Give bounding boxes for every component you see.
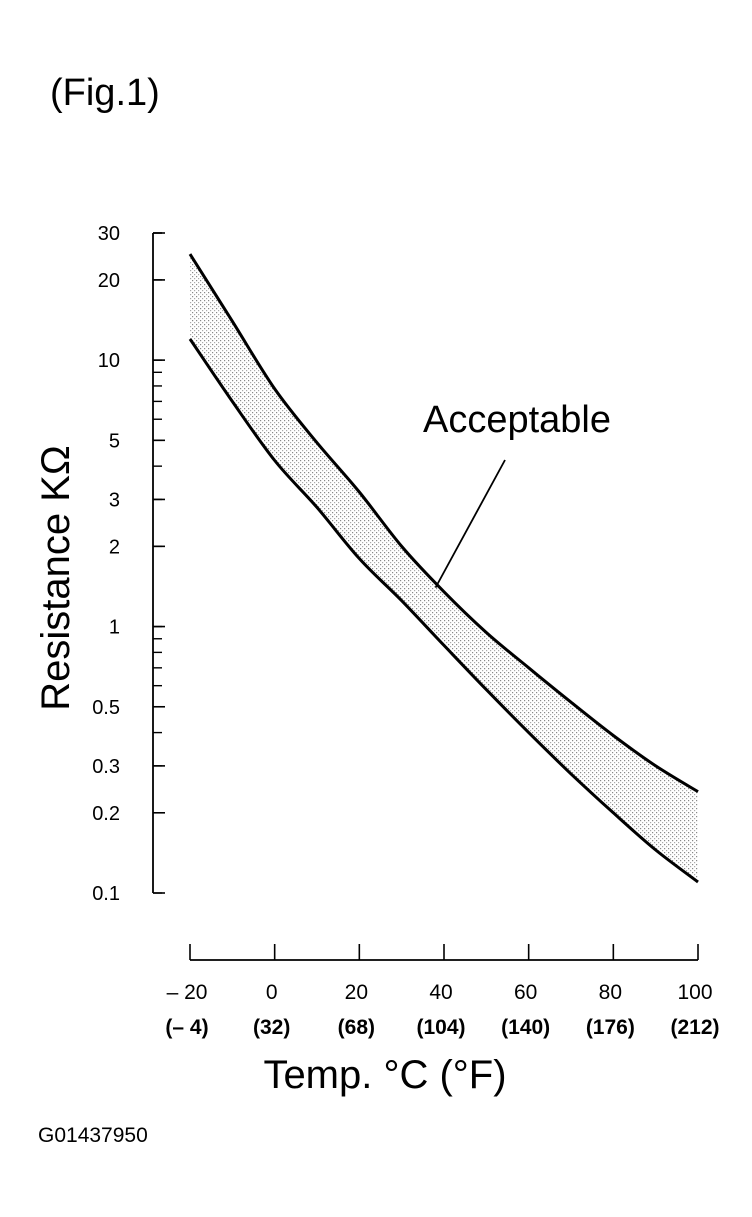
x-tick-label: 80 [599,981,622,1004]
y-axis-title: Resistance KΩ [34,445,78,711]
y-tick-label: 10 [98,350,120,372]
y-tick-label: 0.1 [92,883,120,905]
image-code: G01437950 [38,1124,148,1147]
x-tick-label: 0 [266,981,278,1004]
y-tick-label: 5 [109,430,120,452]
y-tick-label: 3 [109,489,120,511]
x-tick-label-fahrenheit: (104) [416,1016,465,1039]
x-axis-title: Temp. °C (°F) [263,1053,506,1097]
annotation-leader-line [434,459,506,589]
figure-label: (Fig.1) [50,72,160,114]
y-tick-label: 30 [98,223,120,245]
x-tick-label: 60 [514,981,537,1004]
x-tick-label: 40 [429,981,452,1004]
y-tick-label: 0.2 [92,803,120,825]
acceptable-band [190,254,698,883]
upper-limit-curve [188,253,699,793]
x-tick-label-fahrenheit: (68) [338,1016,375,1039]
x-tick-label: 100 [677,981,712,1004]
lower-limit-curve [188,338,699,884]
x-tick-label-fahrenheit: (– 4) [165,1016,208,1039]
y-tick-label: 20 [98,270,120,292]
y-tick-label: 2 [109,536,120,558]
x-tick-label: 20 [345,981,368,1004]
x-tick-label-fahrenheit: (212) [670,1016,719,1039]
x-tick-label-fahrenheit: (140) [501,1016,550,1039]
annotation-acceptable: Acceptable [423,399,611,441]
y-tick-label: 0.5 [92,697,120,719]
y-tick-label: 1 [109,617,120,639]
x-tick-label-fahrenheit: (176) [586,1016,635,1039]
x-tick-label-fahrenheit: (32) [253,1016,290,1039]
y-tick-label: 0.3 [92,756,120,778]
x-tick-label: – 20 [167,981,208,1004]
